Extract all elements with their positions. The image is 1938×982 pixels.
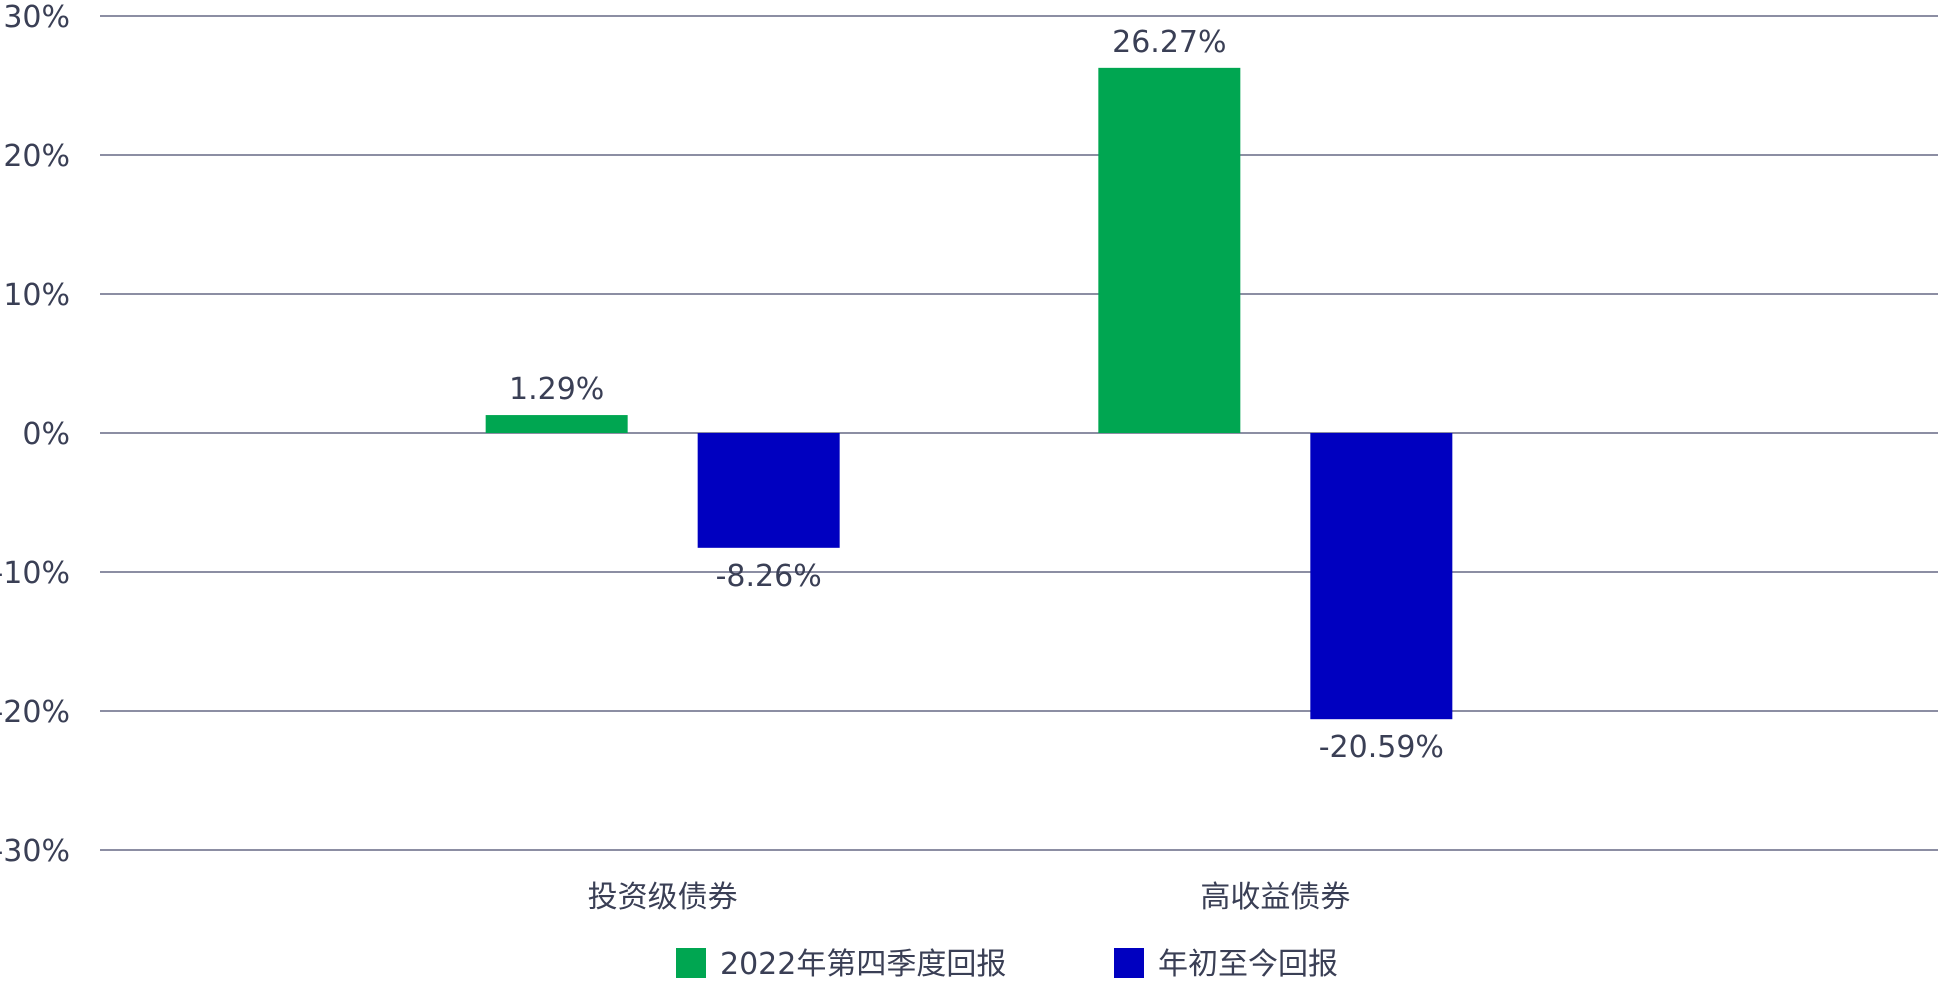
legend-swatch — [676, 948, 706, 978]
bar-ytd-return — [697, 433, 840, 548]
y-tick-label: 30% — [3, 0, 70, 35]
data-label: 26.27% — [1112, 25, 1226, 60]
data-label: 1.29% — [509, 372, 604, 407]
legend-label: 年初至今回报 — [1158, 947, 1338, 982]
bar-ytd-return — [1310, 433, 1453, 720]
data-label: -8.26% — [716, 559, 822, 594]
y-tick-label: -10% — [0, 556, 70, 591]
y-tick-label: 10% — [3, 278, 70, 313]
y-tick-label: 20% — [3, 139, 70, 174]
bar-q4-return — [485, 415, 628, 433]
category-label: 投资级债券 — [588, 880, 738, 915]
data-label: -20.59% — [1319, 730, 1444, 765]
legend: 2022年第四季度回报 年初至今回报 — [676, 947, 1338, 982]
category-label: 高收益债券 — [1200, 880, 1350, 915]
y-tick-label: -20% — [0, 695, 70, 730]
category-labels: 投资级债券 高收益债券 — [588, 880, 1351, 915]
legend-swatch — [1114, 948, 1144, 978]
y-tick-label: 0% — [22, 417, 70, 452]
legend-label: 2022年第四季度回报 — [720, 947, 1006, 982]
y-tick-label: -30% — [0, 834, 70, 869]
data-labels: 1.29% -8.26% 26.27% -20.59% — [509, 25, 1444, 765]
gridlines — [100, 15, 1938, 851]
bars — [485, 67, 1453, 720]
y-axis-ticks: 30% 20% 10% 0% -10% -20% -30% — [0, 0, 70, 869]
bar-q4-return — [1098, 67, 1241, 434]
